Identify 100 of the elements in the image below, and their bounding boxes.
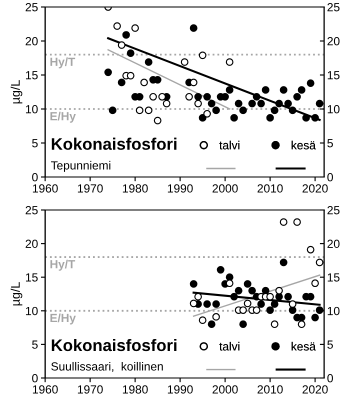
point [136, 106, 144, 114]
point [252, 92, 260, 101]
text: Kokonaisfosfori [52, 138, 176, 150]
y-axis-title: µg/L [10, 80, 22, 104]
y-tick-label: 15 [26, 273, 38, 282]
point [208, 320, 216, 328]
point [194, 292, 202, 300]
point [257, 300, 265, 308]
point [212, 300, 220, 308]
point [131, 24, 139, 32]
point [198, 114, 206, 122]
point [212, 106, 220, 114]
point [144, 58, 152, 66]
point [239, 306, 247, 314]
point [154, 116, 162, 124]
point [311, 314, 319, 322]
y-tick-label: 5 [32, 139, 38, 148]
x-tick-label: 2010 [258, 385, 283, 394]
point [158, 92, 166, 101]
point [162, 100, 170, 108]
point [244, 280, 252, 288]
point [270, 320, 278, 328]
point [144, 106, 152, 114]
y2-tick-label: 0 [327, 173, 333, 182]
text: Kokonaisfosfori [52, 338, 176, 352]
y-tick-label: 5 [32, 340, 38, 349]
point [306, 79, 314, 87]
y2-tick-label: 15 [328, 273, 340, 282]
point [306, 246, 314, 254]
point [293, 92, 301, 101]
point [298, 320, 306, 328]
point [190, 24, 198, 32]
point [190, 280, 198, 288]
point [293, 218, 301, 226]
point [216, 266, 224, 274]
point [118, 41, 126, 49]
point [311, 114, 319, 122]
point [118, 78, 126, 86]
point [212, 313, 220, 321]
y2-tick-label: 0 [327, 374, 333, 382]
legend-label: kesä [292, 140, 316, 150]
y2-tick-label: 25 [327, 3, 340, 12]
point [280, 218, 288, 226]
x-tick-label: 1970 [78, 184, 103, 193]
y2-tick-label: 15 [328, 71, 340, 80]
point [180, 58, 188, 66]
legend-label: talvi [219, 140, 240, 150]
point [203, 300, 211, 308]
y-tick-label: 0 [32, 374, 38, 382]
y2-tick-label: 25 [327, 206, 340, 214]
point [257, 100, 265, 108]
x-tick-label: 1960 [32, 385, 58, 394]
point [108, 106, 116, 114]
point [230, 292, 238, 300]
x-tick-label: 1960 [32, 184, 58, 193]
point [185, 92, 193, 101]
y-axis-title: µg/L [10, 282, 22, 306]
x-tick-label: 2020 [302, 184, 328, 193]
point [316, 100, 324, 108]
ref-line-label: E/Hy [50, 313, 76, 324]
point [280, 258, 288, 266]
point [270, 106, 278, 114]
point [262, 286, 270, 294]
x-tick-label: 2010 [258, 184, 283, 193]
point [122, 31, 130, 39]
point [266, 114, 274, 122]
point [280, 86, 288, 94]
point [275, 292, 283, 300]
y2-tick-label: 20 [327, 240, 340, 248]
legend-label: kesä [292, 342, 316, 351]
point [316, 258, 324, 266]
ref-line-label: E/Hy [50, 112, 76, 123]
point [194, 100, 202, 108]
point [113, 22, 121, 30]
point [244, 300, 252, 308]
y-tick-label: 25 [26, 3, 38, 12]
point [226, 279, 234, 288]
x-tick-label: 2000 [212, 385, 238, 394]
x-tick-label: 1980 [122, 385, 148, 394]
point [203, 110, 211, 118]
point [126, 49, 134, 58]
point [198, 316, 206, 324]
point [140, 78, 148, 86]
point [270, 300, 278, 308]
point [234, 100, 242, 108]
point [230, 114, 238, 122]
point [226, 86, 234, 94]
point [239, 320, 247, 328]
point [190, 78, 198, 86]
x-tick-label: 1990 [168, 184, 193, 193]
point [262, 86, 270, 94]
y-tick-label: 10 [26, 105, 38, 114]
y2-tick-label: 5 [327, 340, 333, 349]
point [104, 68, 112, 76]
y2-tick-label: 20 [327, 37, 340, 46]
point [239, 106, 247, 114]
point [288, 300, 296, 308]
point [266, 306, 274, 314]
point [149, 92, 157, 101]
point [302, 114, 310, 122]
